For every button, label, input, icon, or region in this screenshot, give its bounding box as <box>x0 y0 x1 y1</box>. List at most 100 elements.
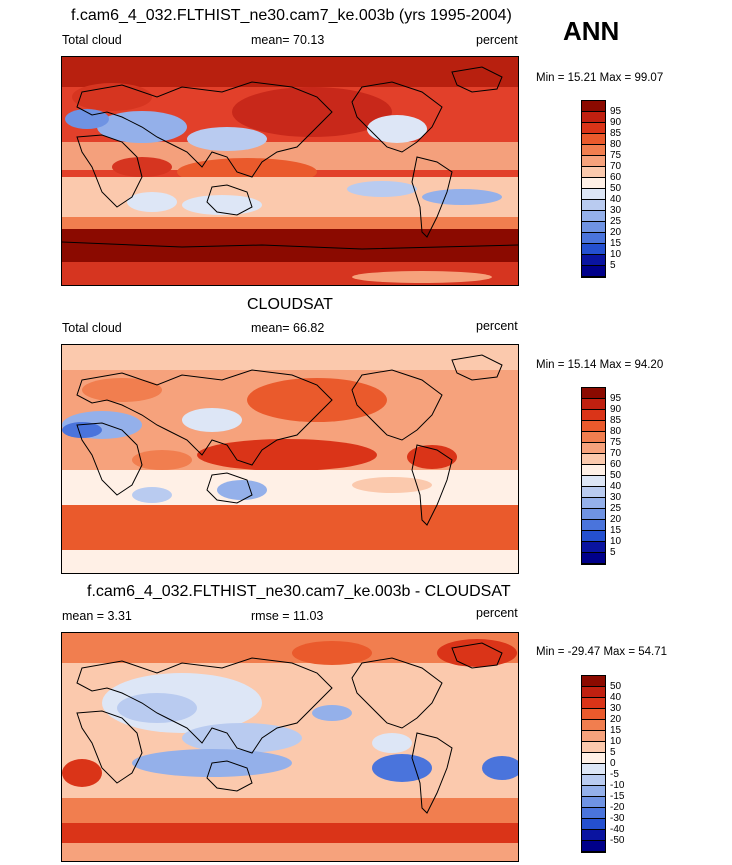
panel2-colorbar-swatch <box>582 542 605 553</box>
coastline-overlay <box>76 354 503 526</box>
panel2-colorbar-swatch <box>582 553 605 564</box>
panel1-colorbar-swatch <box>582 266 605 277</box>
panel3-colorbar-tick: 50 <box>610 681 622 692</box>
panel1-colorbar-swatch <box>582 167 605 178</box>
panel2-colorbar: 95 90 85 80 75 70 60 50 40 30 25 20 15 1… <box>581 387 621 565</box>
panel2-colorbar-tick: 5 <box>610 547 616 558</box>
panel3-title: f.cam6_4_032.FLTHIST_ne30.cam7_ke.003b -… <box>87 583 511 600</box>
panel1-title: f.cam6_4_032.FLTHIST_ne30.cam7_ke.003b (… <box>71 7 512 24</box>
panel2-colorbar-tick: 80 <box>610 426 622 437</box>
panel3-units-label: percent <box>476 606 518 620</box>
panel2-colorbar-tick: 70 <box>610 448 622 459</box>
panel2-colorbar-tick: 85 <box>610 415 622 426</box>
panel2-colorbar-tick: 50 <box>610 470 622 481</box>
panel1-colorbar-swatch <box>582 178 605 189</box>
panel1-colorbar-tick: 25 <box>610 216 622 227</box>
panel2-colorbar-swatch <box>582 410 605 421</box>
panel3-rmse-label: rmse = 11.03 <box>251 609 324 623</box>
panel3-colorbar-swatch <box>582 841 605 852</box>
panel1-colorbar-swatch <box>582 255 605 266</box>
panel2-colorbar-tick: 25 <box>610 503 622 514</box>
panel1-colorbar-tick: 60 <box>610 172 622 183</box>
panel3-colorbar-swatch <box>582 819 605 830</box>
panel2-colorbar-swatch <box>582 487 605 498</box>
panel3-colorbar-tick: 5 <box>610 747 616 758</box>
panel2-colorbar-swatch <box>582 399 605 410</box>
panel2-left-label: Total cloud <box>62 321 122 335</box>
panel3-colorbar-swatch <box>582 830 605 841</box>
panel2-colorbar-tick: 95 <box>610 393 622 404</box>
panel1-colorbar-tick: 50 <box>610 183 622 194</box>
panel3-colorbar-tick: -5 <box>610 769 619 780</box>
panel3-colorbar-swatch <box>582 742 605 753</box>
panel2-map <box>61 344 519 574</box>
panel1-left-label: Total cloud <box>62 33 122 47</box>
panel3-colorbar-tick: 10 <box>610 736 622 747</box>
panel3-colorbar: 50 40 30 20 15 10 5 0 -5 -10 -15 -20 -30… <box>581 675 624 853</box>
panel1-units-label: percent <box>476 33 518 47</box>
panel1-colorbar-swatch <box>582 244 605 255</box>
panel1-colorbar-tick: 90 <box>610 117 622 128</box>
panel3-colorbar-tick: -50 <box>610 835 625 846</box>
panel2-minmax: Min = 15.14 Max = 94.20 <box>536 359 664 371</box>
panel2-colorbar-tick: 90 <box>610 404 622 415</box>
panel2-colorbar-swatch <box>582 520 605 531</box>
panel3-colorbar-tick: 20 <box>610 714 622 725</box>
panel2-colorbar-swatch <box>582 465 605 476</box>
panel2-colorbar-swatch <box>582 454 605 465</box>
panel1-colorbar-tick: 40 <box>610 194 622 205</box>
panel1-colorbar-swatch <box>582 233 605 244</box>
panel2-colorbar-tick: 20 <box>610 514 622 525</box>
panel2-colorbar-tick: 30 <box>610 492 622 503</box>
panel1-colorbar-swatch <box>582 145 605 156</box>
panel2-colorbar-swatch <box>582 388 605 399</box>
panel1-colorbar-swatch <box>582 189 605 200</box>
panel3-colorbar-swatch <box>582 731 605 742</box>
panel3-map-svg <box>62 633 518 861</box>
panel3-colorbar-swatch <box>582 808 605 819</box>
panel1-minmax: Min = 15.21 Max = 99.07 <box>536 72 664 84</box>
panel1-map <box>61 56 519 286</box>
panel2-colorbar-swatch <box>582 498 605 509</box>
panel3-colorbar-tick: 0 <box>610 758 616 769</box>
panel2-colorbar-tick: 10 <box>610 536 622 547</box>
panel3-colorbar-swatch <box>582 720 605 731</box>
panel2-mean-label: mean= 66.82 <box>251 321 325 335</box>
panel3-colorbar-tick: -10 <box>610 780 625 791</box>
panel3-colorbar-swatch <box>582 797 605 808</box>
panel3-colorbar-swatch <box>582 764 605 775</box>
coastline-overlay <box>76 642 503 814</box>
panel3-colorbar-swatch <box>582 775 605 786</box>
panel1-colorbar-swatch <box>582 112 605 123</box>
panel3-mean-label: mean = 3.31 <box>62 609 132 623</box>
panel3-colorbar-swatch <box>582 709 605 720</box>
panel1-colorbar-tick: 30 <box>610 205 622 216</box>
panel2-colorbar-swatch <box>582 476 605 487</box>
panel1-colorbar-swatch <box>582 222 605 233</box>
panel3-colorbar-tick: 30 <box>610 703 622 714</box>
panel1-colorbar-tick: 85 <box>610 128 622 139</box>
panel2-colorbar-swatch <box>582 432 605 443</box>
panel1-colorbar-swatch <box>582 123 605 134</box>
panel1-colorbar-swatch <box>582 200 605 211</box>
panel3-colorbar-swatch <box>582 786 605 797</box>
panel2-colorbar-swatch <box>582 421 605 432</box>
panel3-colorbar-tick: -15 <box>610 791 625 802</box>
panel1-colorbar-tick: 5 <box>610 260 616 271</box>
panel3-colorbar-swatch <box>582 687 605 698</box>
panel2-colorbar-tick: 60 <box>610 459 622 470</box>
panel1-colorbar-tick: 10 <box>610 249 622 260</box>
panel3-map <box>61 632 519 862</box>
panel1-colorbar-swatch <box>582 134 605 145</box>
panel2-colorbar-tick: 40 <box>610 481 622 492</box>
panel3-colorbar-tick: 15 <box>610 725 622 736</box>
panel3-colorbar-tick: -40 <box>610 824 625 835</box>
panel1-colorbar-tick: 70 <box>610 161 622 172</box>
coastline-overlay <box>62 66 518 250</box>
panel3-colorbar-tick: -20 <box>610 802 625 813</box>
panel3-minmax: Min = -29.47 Max = 54.71 <box>536 646 668 658</box>
panel2-units-label: percent <box>476 319 518 333</box>
panel1-colorbar-tick: 80 <box>610 139 622 150</box>
panel3-colorbar-tick: -30 <box>610 813 625 824</box>
panel2-colorbar-tick: 15 <box>610 525 622 536</box>
